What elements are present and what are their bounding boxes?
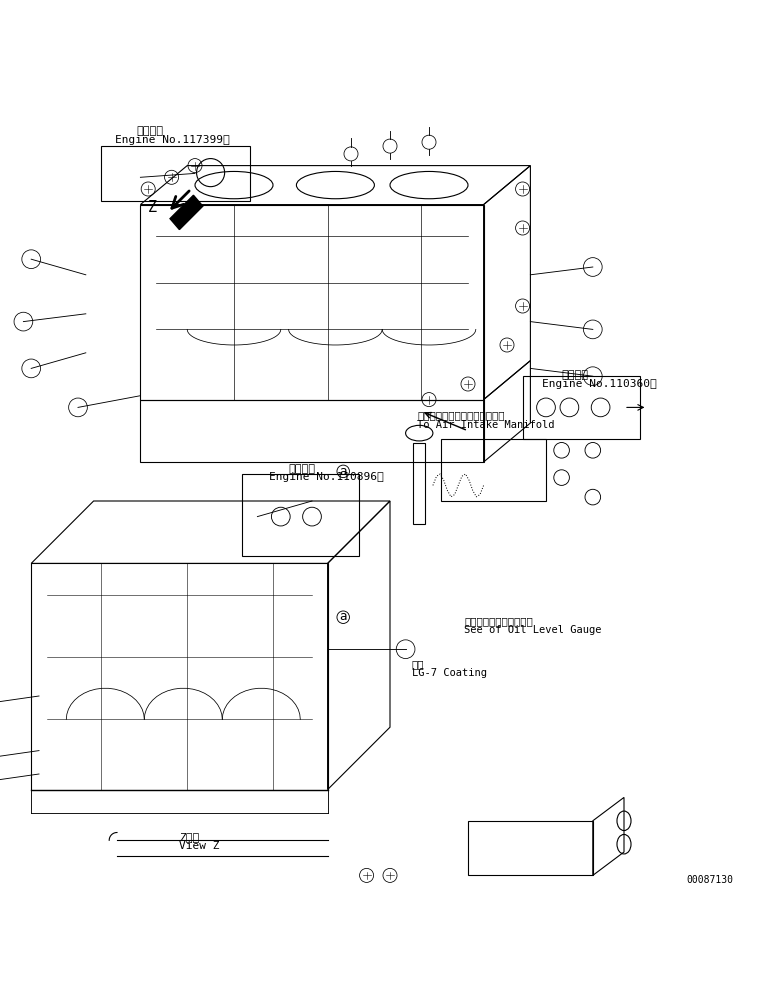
Text: Z　視: Z 視 (179, 832, 200, 842)
Text: a: a (339, 610, 347, 623)
Text: LG-7 Coating: LG-7 Coating (412, 668, 487, 678)
Text: a: a (339, 465, 347, 478)
Text: 適用号機: 適用号機 (136, 126, 164, 136)
Text: See of Oil Level Gauge: See of Oil Level Gauge (464, 625, 601, 635)
Text: Engine No.110360～: Engine No.110360～ (542, 379, 657, 389)
Text: エアーインテークマニホールヘ: エアーインテークマニホールヘ (417, 411, 505, 421)
Text: To Air Intake Manifold: To Air Intake Manifold (417, 420, 555, 430)
Text: Z: Z (148, 200, 158, 215)
Polygon shape (170, 195, 203, 229)
Text: オイルレベルゲージ参照: オイルレベルゲージ参照 (464, 616, 533, 626)
Text: 塗布: 塗布 (412, 658, 424, 668)
Text: Engine No.110896～: Engine No.110896～ (269, 472, 384, 482)
Text: 00087130: 00087130 (686, 875, 733, 885)
Text: 適用号機: 適用号機 (289, 464, 316, 474)
Text: 適用号機: 適用号機 (562, 370, 589, 380)
Bar (413, 443, 425, 524)
Text: Engine No.117399～: Engine No.117399～ (115, 134, 230, 144)
Text: View Z: View Z (179, 842, 220, 852)
